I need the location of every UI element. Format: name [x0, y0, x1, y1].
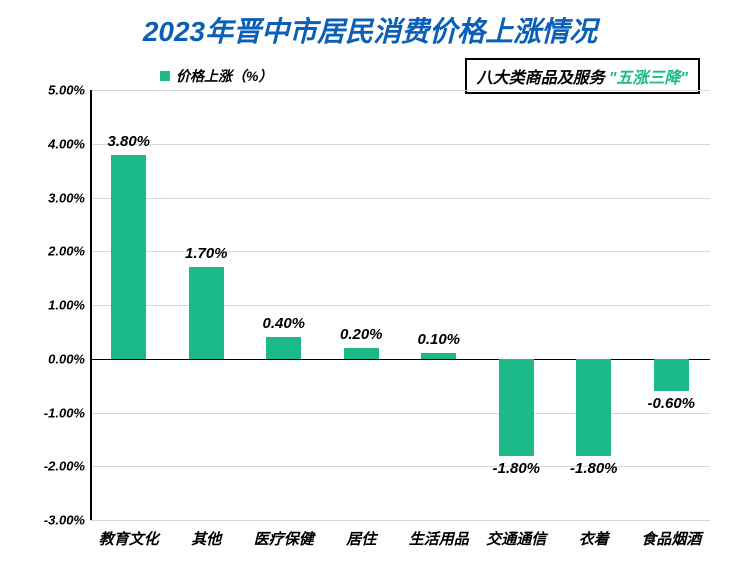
- ytick-label: 4.00%: [48, 136, 85, 151]
- gridline: [90, 520, 710, 521]
- xtick-label: 衣着: [579, 528, 609, 549]
- bar-value-label: 1.70%: [185, 245, 228, 262]
- subtitle-box: 八大类商品及服务 "五涨三降": [465, 58, 700, 94]
- bar-value-label: -1.80%: [570, 460, 618, 477]
- chart-area: 3.80% 教育文化 1.70% 其他 0.40% 医疗保健 0.20% 居住 0.10% 生活用…: [30, 90, 720, 560]
- header-row: 价格上涨（%） 八大类商品及服务 "五涨三降": [0, 50, 740, 94]
- xtick-label: 教育文化: [99, 528, 159, 549]
- bar: [266, 337, 301, 359]
- x-axis: [90, 359, 710, 361]
- bar: [189, 267, 224, 358]
- gridline: [90, 251, 710, 252]
- chart-title: 2023年晋中市居民消费价格上涨情况: [0, 0, 740, 50]
- bar-value-label: -1.80%: [492, 460, 540, 477]
- gridline: [90, 144, 710, 145]
- bar: [111, 155, 146, 359]
- xtick-label: 食品烟酒: [641, 528, 701, 549]
- bar: [499, 359, 534, 456]
- ytick-label: 0.00%: [48, 351, 85, 366]
- y-axis: [90, 90, 92, 520]
- legend-swatch: [160, 71, 170, 81]
- gridline: [90, 198, 710, 199]
- bar: [576, 359, 611, 456]
- xtick-label: 生活用品: [409, 528, 469, 549]
- xtick-label: 交通通信: [486, 528, 546, 549]
- bar-value-label: -0.60%: [647, 395, 695, 412]
- bar-value-label: 0.10%: [417, 331, 460, 348]
- ytick-label: 3.00%: [48, 190, 85, 205]
- ytick-label: -3.00%: [44, 513, 85, 528]
- ytick-label: 1.00%: [48, 298, 85, 313]
- bar-value-label: 3.80%: [107, 133, 150, 150]
- bar-value-label: 0.40%: [262, 315, 305, 332]
- xtick-label: 医疗保健: [254, 528, 314, 549]
- gridline: [90, 413, 710, 414]
- ytick-label: -2.00%: [44, 459, 85, 474]
- ytick-label: -1.00%: [44, 405, 85, 420]
- gridline: [90, 90, 710, 91]
- bar: [654, 359, 689, 391]
- xtick-label: 其他: [191, 528, 221, 549]
- bar: [421, 353, 456, 358]
- ytick-label: 2.00%: [48, 244, 85, 259]
- xtick-label: 居住: [346, 528, 376, 549]
- ytick-label: 5.00%: [48, 83, 85, 98]
- subtitle-accent: "五涨三降": [609, 64, 688, 88]
- plot-region: 3.80%教育文化1.70%其他0.40%医疗保健0.20%居住0.10%生活用…: [90, 90, 710, 520]
- legend: 价格上涨（%）: [160, 66, 272, 86]
- subtitle-main: 八大类商品及服务: [477, 64, 605, 88]
- gridline: [90, 305, 710, 306]
- bar-value-label: 0.20%: [340, 326, 383, 343]
- bar: [344, 348, 379, 359]
- legend-label: 价格上涨（%）: [176, 66, 272, 86]
